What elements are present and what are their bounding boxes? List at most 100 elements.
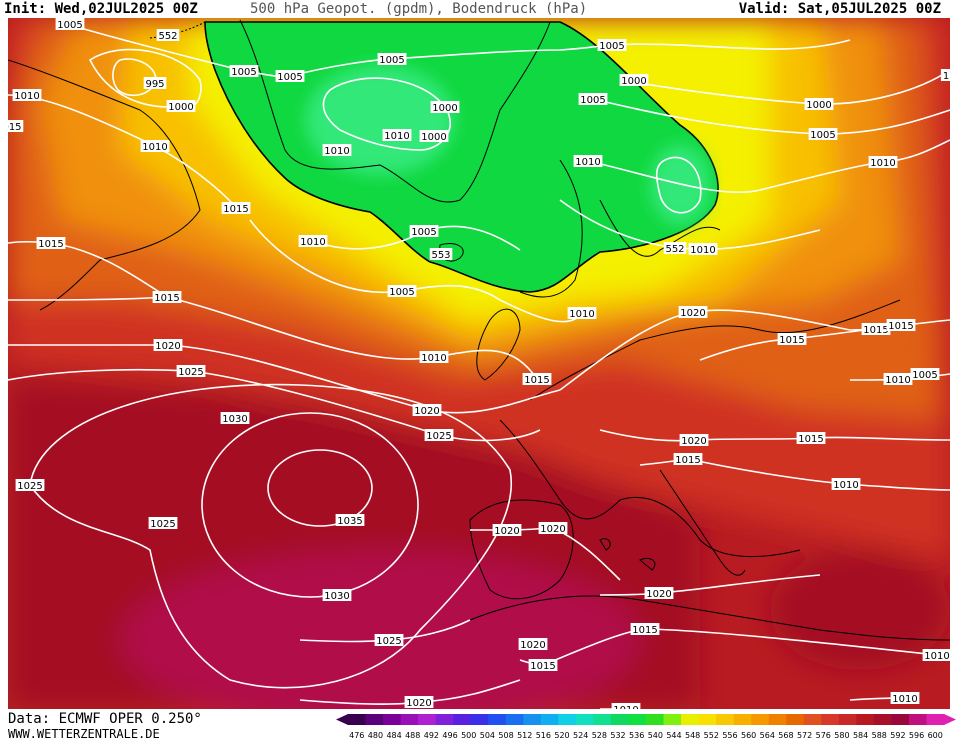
isobar-label-text: 1030	[324, 591, 349, 602]
legend-tick-label: 596	[909, 731, 924, 740]
isobar-label-text: 1025	[376, 636, 401, 647]
legend-swatch	[891, 714, 910, 725]
isobar-label-box	[883, 373, 913, 385]
isobar-label-text: 1010	[142, 142, 167, 153]
chart-header: Init: Wed,02JUL2025 00Z 500 hPa Geopot. …	[0, 0, 959, 18]
legend-tick-label: 564	[760, 731, 775, 740]
isobar-label: 1015	[630, 623, 660, 636]
isobar-label-text: 1	[943, 71, 949, 82]
isobar-label: 1030	[220, 412, 250, 425]
legend-swatch	[768, 714, 787, 725]
isobar-label: 1005	[387, 285, 417, 298]
legend-swatch	[505, 714, 524, 725]
isobar-label-box	[808, 128, 838, 140]
legend-tick-label: 512	[517, 731, 532, 740]
isobar-label-text: 1020	[155, 341, 180, 352]
legend-tick-label: 584	[853, 731, 868, 740]
isobar-label-text: 995	[145, 79, 164, 90]
isobar-label-text: 1010	[384, 131, 409, 142]
isobar-995-west	[112, 58, 157, 97]
valid-time: Valid: Sat,05JUL2025 00Z	[738, 1, 941, 17]
isobar-label-text: 1020	[646, 589, 671, 600]
legend-tick-label: 500	[461, 731, 476, 740]
legend-tick-label: 524	[573, 731, 588, 740]
isobar-label-box	[275, 70, 305, 82]
isobar-label-box	[518, 638, 548, 650]
isobar-label: 1	[940, 69, 950, 82]
gpdm-contours	[149, 21, 206, 39]
isobar-label-box	[424, 429, 454, 441]
isobar-label: 1000	[804, 98, 834, 111]
isobar-label-text: 1020	[414, 406, 439, 417]
isobar-label: 1005	[55, 18, 85, 31]
isobar-label-text: 1025	[17, 481, 42, 492]
isobar-label: 1020	[153, 339, 183, 352]
isobar-label-box	[140, 140, 170, 152]
isobar-label-text: 1015	[675, 455, 700, 466]
legend-tick-label: 528	[592, 731, 607, 740]
isobar-label-box	[528, 659, 558, 671]
isobar-label: 1000	[430, 101, 460, 114]
isobar-label: 1015	[861, 323, 891, 336]
gpdm-552-contour	[149, 21, 206, 39]
isobar-label: 1005	[377, 53, 407, 66]
isobar-labels: 1005552995101010000151010100510051005100…	[8, 18, 950, 709]
isobar-label-box	[374, 634, 404, 646]
band-magenta	[120, 550, 640, 709]
isobar-label: 1010	[890, 692, 920, 705]
mediterranean-islands	[599, 538, 656, 571]
isobar-label-box	[890, 692, 920, 704]
isobar-label: 1010	[419, 351, 449, 364]
legend-swatch	[856, 714, 875, 725]
isobar-label-box	[868, 156, 898, 168]
iberia-coast	[469, 499, 574, 600]
isobar-label-box	[8, 120, 24, 132]
legend-swatch	[873, 714, 892, 725]
isobar-label-text: 1010	[421, 353, 446, 364]
legend-swatch	[523, 714, 542, 725]
isobar-label: 1030	[322, 589, 352, 602]
isobar-label-text: 1005	[599, 41, 624, 52]
isobar-label-box	[663, 242, 687, 254]
isobar-low-east	[655, 156, 702, 214]
isobar-label-box	[922, 649, 950, 661]
isobar-label-text: 1020	[681, 436, 706, 447]
isobar-label-box	[404, 696, 434, 708]
isobar-label: 1015	[777, 333, 807, 346]
isobar-label-text: 1015	[888, 321, 913, 332]
isobar-label-box	[522, 373, 552, 385]
isobar-label-text: 1000	[806, 100, 831, 111]
isobar-label: 1025	[176, 365, 206, 378]
isobar-label: 1020	[679, 434, 709, 447]
legend-swatch	[488, 714, 507, 725]
isobar-label-box	[220, 412, 250, 424]
canada-coast	[8, 59, 201, 311]
legend-swatch	[698, 714, 717, 725]
isobar-label-text: 1015	[223, 204, 248, 215]
isobar-label-box	[412, 404, 442, 416]
isobar-label-text: 1010	[870, 158, 895, 169]
legend-tick-label: 592	[890, 731, 905, 740]
legend-tick-label: 568	[778, 731, 793, 740]
isobar-label-text: 1010	[14, 91, 39, 102]
isobar-label-text: 1010	[324, 146, 349, 157]
isobar-label: 1015	[673, 453, 703, 466]
isobar-label: 1010	[831, 478, 861, 491]
isobar-label-text: 1010	[885, 375, 910, 386]
weather-map: 1005552995101010000151010100510051005100…	[8, 18, 950, 709]
isobar-label-text: 1010	[613, 705, 638, 709]
isobar-label-text: 1005	[57, 20, 82, 31]
legend-tick-label: 588	[872, 731, 887, 740]
isobar-label: 1005	[275, 70, 305, 83]
isobar-label-text: 1020	[680, 308, 705, 319]
legend-tick-label: 532	[610, 731, 625, 740]
isobar-1000-west	[88, 48, 202, 110]
isobar-label: 1015	[221, 202, 251, 215]
legend-swatch	[418, 714, 437, 725]
legend-swatch	[435, 714, 454, 725]
isobar-label-text: 1010	[690, 245, 715, 256]
isobar-label-text: 1005	[277, 72, 302, 83]
isobar-label-box	[143, 77, 167, 89]
legend-swatch	[610, 714, 629, 725]
isobar-label: 1010	[922, 649, 950, 662]
